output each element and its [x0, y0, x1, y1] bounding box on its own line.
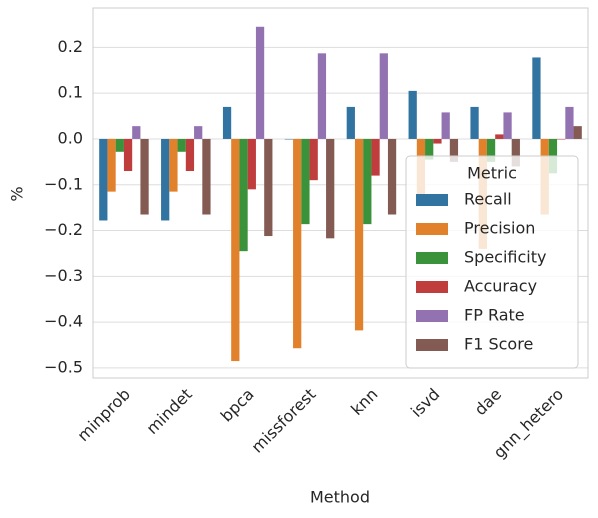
legend-swatch: [416, 339, 448, 351]
bar: [346, 106, 355, 139]
bar: [511, 138, 520, 167]
legend-swatch: [416, 223, 448, 235]
legend-swatch: [416, 310, 448, 322]
bar: [441, 112, 450, 139]
x-tick-label: minprob: [73, 385, 133, 445]
bar: [185, 138, 195, 172]
bar: [231, 138, 240, 362]
legend-label: Specificity: [464, 248, 546, 267]
bar: [354, 138, 364, 331]
y-tick-label: −0.2: [44, 220, 83, 239]
bar: [503, 112, 512, 139]
bar: [425, 138, 434, 160]
bar: [247, 138, 256, 190]
y-tick-label: −0.1: [44, 174, 83, 193]
bar: [363, 138, 372, 225]
bar: [293, 138, 302, 349]
x-tick-label: bpca: [217, 385, 258, 426]
bar: [470, 106, 479, 139]
x-tick-label: missforest: [248, 385, 320, 457]
bar: [565, 106, 574, 139]
bar: [557, 138, 566, 140]
y-tick-label: −0.3: [44, 266, 83, 285]
legend-title: Metric: [467, 164, 517, 183]
legend-label: Precision: [464, 219, 535, 238]
bar: [132, 126, 141, 139]
x-tick-label: isvd: [407, 385, 443, 421]
bar: [169, 138, 178, 192]
bar: [115, 138, 124, 152]
bar: [264, 138, 273, 237]
legend-label: FP Rate: [464, 306, 525, 325]
legend-label: F1 Score: [464, 335, 533, 354]
legend-swatch: [416, 281, 448, 293]
bar: [107, 138, 116, 192]
bar: [433, 138, 442, 144]
y-axis-label: %: [8, 186, 27, 201]
x-tick-label: knn: [347, 385, 381, 419]
bar: [140, 138, 149, 215]
legend-box: [405, 155, 579, 369]
bar: [326, 138, 335, 239]
y-tick-label: 0.2: [58, 37, 83, 56]
bar: [573, 126, 582, 139]
bar: [161, 138, 170, 221]
bar: [239, 138, 248, 252]
bar: [301, 138, 310, 225]
legend-label: Recall: [464, 190, 512, 209]
bar: [99, 138, 108, 221]
bar: [495, 134, 504, 139]
bar: [202, 138, 211, 215]
legend-swatch: [416, 252, 448, 264]
legend-label: Accuracy: [464, 277, 537, 296]
y-tick-label: 0.1: [58, 83, 83, 102]
bar: [408, 90, 417, 139]
legend-swatch: [416, 194, 448, 206]
x-tick-label: mindet: [142, 385, 195, 438]
bar: [284, 138, 294, 140]
y-tick-label: −0.5: [44, 357, 83, 376]
bar: [317, 53, 327, 139]
bar: [486, 138, 496, 162]
y-tick-label: −0.4: [44, 312, 83, 331]
bar: [222, 106, 232, 139]
bar: [177, 138, 186, 152]
bar: [532, 57, 541, 139]
bar: [309, 138, 318, 181]
y-tick-label: 0.0: [58, 128, 83, 147]
bar: [255, 26, 265, 139]
bar: [194, 126, 203, 139]
plot-frame: [92, 7, 589, 379]
bar: [387, 138, 397, 215]
bar: [123, 138, 133, 172]
x-tick-label: dae: [471, 385, 506, 420]
bar: [449, 138, 459, 162]
bar: [371, 138, 380, 176]
x-axis-label: Method: [310, 488, 370, 507]
bar: [379, 53, 388, 139]
